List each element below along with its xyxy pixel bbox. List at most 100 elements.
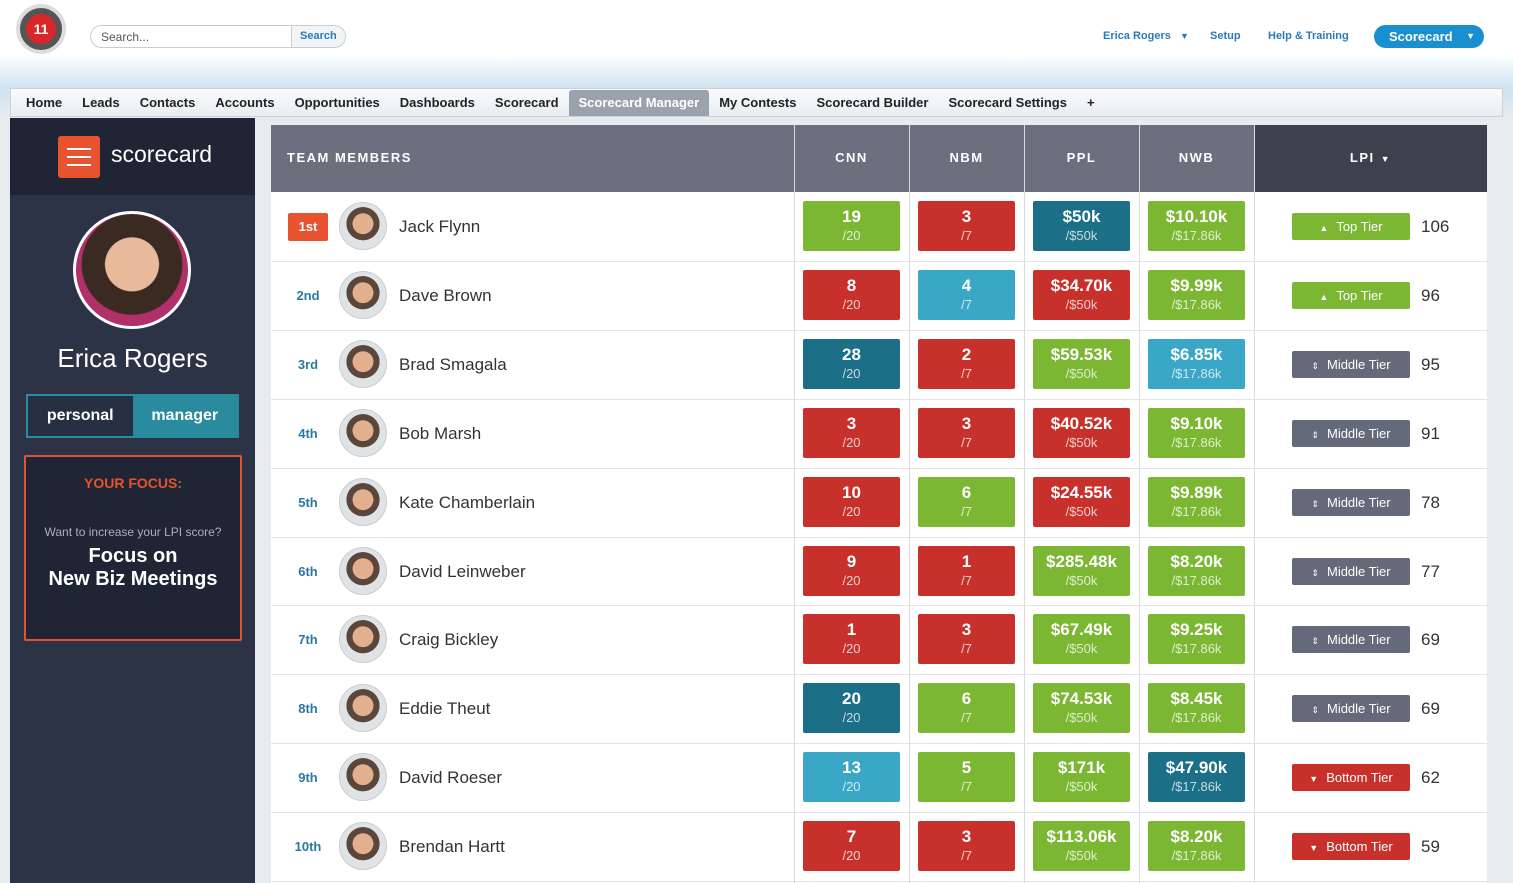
header-link[interactable]: Help & Training: [1268, 30, 1349, 42]
header-link[interactable]: Setup: [1210, 30, 1241, 42]
tier-badge[interactable]: ⇕ Middle Tier: [1292, 626, 1410, 654]
tier-badge[interactable]: ▼ Bottom Tier: [1292, 764, 1410, 792]
column-label: CNN: [835, 150, 868, 165]
metric-value: 3: [961, 413, 972, 433]
metric-target: /7: [961, 228, 972, 243]
metric-value: 28: [842, 344, 861, 364]
column-divider: [909, 125, 910, 883]
tier-badge[interactable]: ▼ Bottom Tier: [1292, 833, 1410, 861]
metric-value: $6.85k: [1170, 344, 1223, 364]
member-name[interactable]: Kate Chamberlain: [399, 492, 536, 512]
tier-badge[interactable]: ⇕ Middle Tier: [1292, 695, 1410, 723]
metric-value: $40.52k: [1050, 413, 1113, 433]
tier-icon: ▼: [1309, 843, 1319, 854]
avatar: [339, 477, 387, 526]
metric-value: 5: [961, 758, 972, 778]
nav-tab[interactable]: Opportunities: [294, 95, 380, 110]
nav-tab[interactable]: Contacts: [139, 95, 196, 110]
tier-badge[interactable]: ⇕ Middle Tier: [1292, 419, 1410, 447]
tier-label: Middle Tier: [1326, 632, 1391, 648]
row-divider: [271, 536, 1487, 538]
app-button-caret: ▼: [1466, 31, 1475, 41]
avatar: [339, 684, 387, 733]
tier-icon: ▲: [1319, 223, 1329, 233]
tier-badge[interactable]: ▲ Top Tier: [1292, 213, 1410, 240]
avatar: [339, 546, 387, 595]
brand-icon: [58, 136, 100, 178]
metric-target: /7: [961, 710, 972, 726]
tier-badge[interactable]: ⇕ Middle Tier: [1292, 350, 1410, 378]
metric-target: /$17.86k: [1171, 228, 1222, 243]
nav-tab[interactable]: Scorecard Builder: [816, 95, 929, 110]
metric-target: /$50k: [1065, 710, 1098, 726]
column-divider: [794, 125, 795, 883]
tier-icon: ⇕: [1311, 636, 1319, 647]
focus-box: YOUR FOCUS: Want to increase your LPI sco…: [24, 455, 242, 641]
member-name[interactable]: Jack Flynn: [399, 217, 481, 236]
tier-label: Top Tier: [1336, 287, 1383, 303]
metric-cell: $59.53k/$50k: [1033, 338, 1130, 389]
metric-cell: $8.20k/$17.86k: [1148, 821, 1245, 872]
metric-cell: 3/7: [918, 821, 1015, 872]
focus-heading: YOUR FOCUS:: [84, 475, 182, 491]
metric-cell: $10.10k /$17.86k: [1148, 201, 1245, 251]
metric-target: /7: [961, 296, 972, 312]
column-header[interactable]: NWB: [1139, 150, 1254, 165]
nav-tab[interactable]: Leads: [82, 95, 120, 110]
tier-label: Bottom Tier: [1326, 770, 1393, 786]
metric-cell: 3/7: [918, 407, 1015, 458]
search-input[interactable]: Search...: [90, 25, 292, 48]
toggle-option[interactable]: manager: [132, 396, 237, 436]
avatar: [339, 339, 387, 388]
member-name[interactable]: Dave Brown: [399, 285, 492, 305]
tier-badge[interactable]: ▲ Top Tier: [1292, 281, 1410, 309]
column-header[interactable]: LPI ▼: [1254, 150, 1487, 165]
toggle-option[interactable]: personal: [28, 396, 133, 436]
column-header[interactable]: PPL: [1024, 150, 1139, 165]
column-divider: [1024, 125, 1025, 883]
nav-tab[interactable]: Dashboards: [399, 95, 475, 110]
member-name[interactable]: Bob Marsh: [399, 423, 482, 443]
member-name[interactable]: Brendan Hartt: [399, 837, 505, 857]
focus-message: Focus on: [88, 545, 178, 567]
rank: 5th: [298, 494, 318, 510]
tier-badge[interactable]: ⇕ Middle Tier: [1292, 488, 1410, 516]
metric-target: /$17.86k: [1171, 503, 1222, 519]
metric-value: $9.10k: [1170, 413, 1223, 433]
metric-value: 2: [961, 344, 972, 364]
metric-value: 7: [846, 827, 857, 847]
metric-target: /20: [842, 848, 861, 864]
lpi-score: 59: [1421, 837, 1440, 857]
column-header[interactable]: CNN: [794, 150, 909, 165]
metric-cell: $9.25k/$17.86k: [1148, 614, 1245, 665]
member-name[interactable]: David Leinweber: [399, 561, 526, 581]
nav-tab[interactable]: +: [1086, 95, 1095, 110]
column-header[interactable]: NBM: [909, 150, 1024, 165]
metric-value: $8.45k: [1170, 689, 1223, 709]
nav-tab[interactable]: My Contests: [719, 95, 797, 110]
tier-badge[interactable]: ⇕ Middle Tier: [1292, 557, 1410, 585]
row-divider: [271, 260, 1487, 262]
metric-target: /$50k: [1065, 296, 1098, 312]
member-name[interactable]: Eddie Theut: [399, 699, 491, 719]
nav-tab[interactable]: Accounts: [215, 95, 275, 110]
nav-tab[interactable]: Home: [26, 95, 63, 110]
member-name[interactable]: David Roeser: [399, 768, 502, 788]
member-name[interactable]: Brad Smagala: [399, 354, 507, 374]
metric-value: $67.49k: [1050, 620, 1113, 640]
lpi-score: 95: [1421, 354, 1440, 374]
metric-cell: $9.99k/$17.86k: [1148, 269, 1245, 320]
nav-tab[interactable]: Scorecard: [494, 95, 559, 110]
nav-tab[interactable]: Scorecard Settings: [948, 95, 1067, 110]
app-button[interactable]: Scorecard ▼: [1374, 25, 1484, 48]
metric-cell: $6.85k/$17.86k: [1148, 338, 1245, 389]
metric-target: /$50k: [1065, 641, 1098, 657]
metric-target: /$17.86k: [1171, 710, 1222, 726]
lpi-score: 62: [1421, 768, 1440, 788]
member-name[interactable]: Craig Bickley: [399, 630, 499, 650]
search-button[interactable]: Search: [291, 25, 346, 48]
user-menu[interactable]: Erica Rogers: [1103, 30, 1171, 42]
app-button-label: Scorecard: [1389, 29, 1453, 44]
nav-tab[interactable]: Scorecard Manager: [568, 90, 710, 116]
tier-icon: ▲: [1319, 291, 1329, 302]
